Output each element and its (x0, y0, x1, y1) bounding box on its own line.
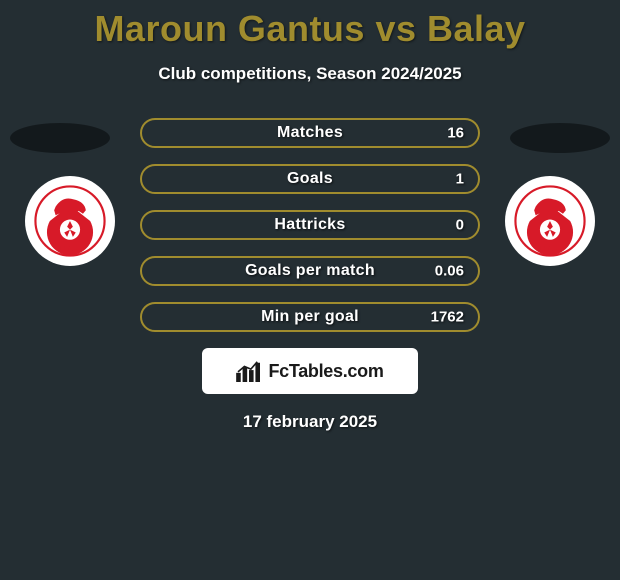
stat-value: 1762 (431, 309, 464, 326)
club-crest-icon: סכנין (34, 185, 106, 257)
svg-text:סכנין: סכנין (539, 243, 561, 253)
season-subtitle: Club competitions, Season 2024/2025 (0, 64, 620, 84)
fctables-logo-box: FcTables.com (202, 348, 418, 394)
stat-value: 1 (456, 171, 464, 188)
player-left-shadow (10, 123, 110, 153)
fctables-logo-text: FcTables.com (268, 361, 383, 382)
club-crest-icon: סכנין (514, 185, 586, 257)
stat-row: Min per goal 1762 (140, 302, 480, 332)
stat-label: Goals (287, 170, 333, 188)
stat-label: Hattricks (274, 216, 345, 234)
bar-chart-icon (236, 360, 262, 382)
stats-container: Matches 16 Goals 1 Hattricks 0 Goals per… (140, 118, 480, 332)
stat-value: 16 (447, 125, 464, 142)
stat-value: 0.06 (435, 263, 464, 280)
svg-text:סכנין: סכנין (59, 243, 81, 253)
date-line: 17 february 2025 (0, 412, 620, 432)
stat-label: Matches (277, 124, 343, 142)
player-right-shadow (510, 123, 610, 153)
stat-label: Min per goal (261, 308, 359, 326)
club-badge-left: סכנין (25, 176, 115, 266)
stat-row: Goals 1 (140, 164, 480, 194)
stat-label: Goals per match (245, 262, 375, 280)
stat-row: Matches 16 (140, 118, 480, 148)
stat-row: Hattricks 0 (140, 210, 480, 240)
stat-value: 0 (456, 217, 464, 234)
stat-row: Goals per match 0.06 (140, 256, 480, 286)
club-badge-right: סכנין (505, 176, 595, 266)
page-title: Maroun Gantus vs Balay (0, 0, 620, 50)
